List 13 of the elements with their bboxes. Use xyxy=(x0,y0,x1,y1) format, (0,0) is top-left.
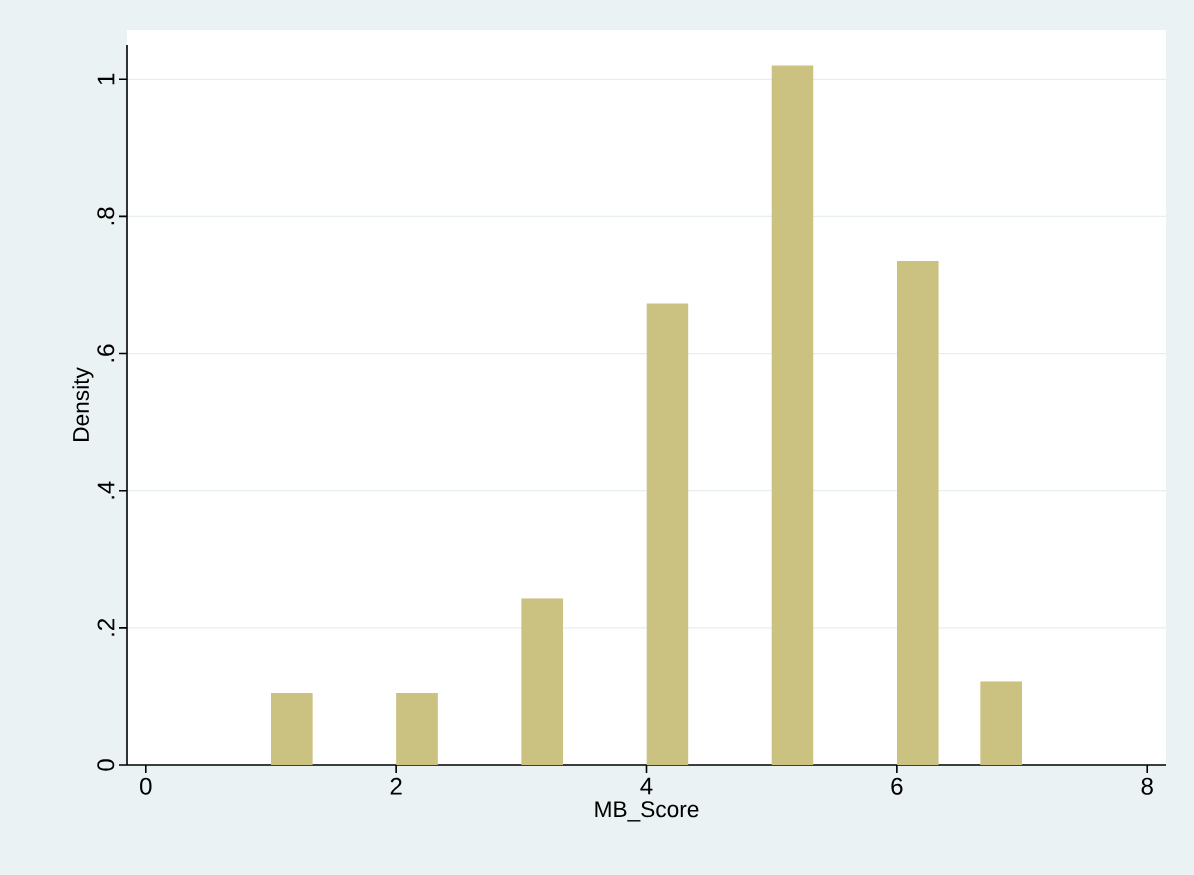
y-tick-label: .8 xyxy=(97,207,115,225)
y-tick-label: .6 xyxy=(97,344,115,362)
x-tick-label: 8 xyxy=(1141,777,1153,795)
x-tick-label: 2 xyxy=(390,777,402,795)
y-tick-label: 0 xyxy=(97,759,115,771)
y-axis-title: Density xyxy=(72,367,94,441)
x-axis-title: MB_Score xyxy=(595,801,699,822)
x-tick-label: 4 xyxy=(640,777,653,795)
y-tick-label: .2 xyxy=(97,619,115,636)
y-tick-label: .4 xyxy=(97,481,115,499)
x-tick-label: 0 xyxy=(140,777,152,795)
x-tick-label: 6 xyxy=(891,777,903,795)
y-tick-label: 1 xyxy=(97,73,115,85)
